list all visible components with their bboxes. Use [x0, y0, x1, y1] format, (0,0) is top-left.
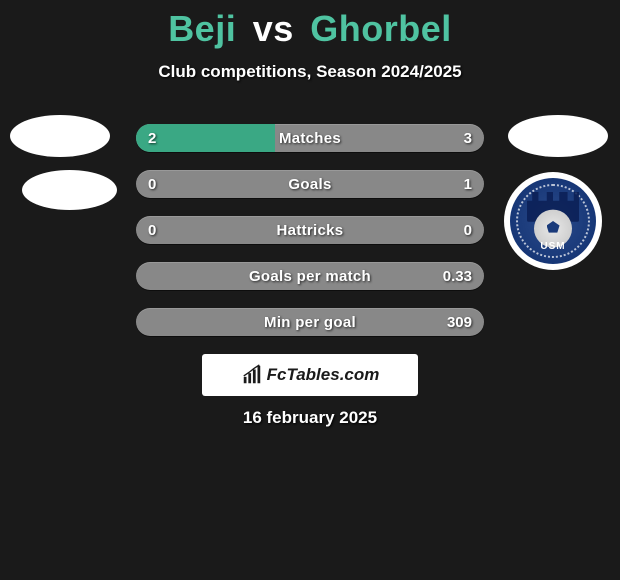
stat-value-left: 0 [148, 216, 156, 244]
stat-value-right: 0 [464, 216, 472, 244]
date-text: 16 february 2025 [0, 408, 620, 428]
stat-label: Min per goal [136, 308, 484, 336]
stat-value-right: 309 [447, 308, 472, 336]
vs-text: vs [253, 8, 294, 49]
player2-avatar-placeholder [508, 115, 608, 157]
stat-value-left: 2 [148, 124, 156, 152]
subtitle: Club competitions, Season 2024/2025 [0, 62, 620, 82]
stat-label: Goals [136, 170, 484, 198]
stat-row: Goals0 1 [136, 170, 484, 198]
watermark-text: FcTables.com [267, 365, 380, 385]
stat-value-right: 0.33 [443, 262, 472, 290]
stat-label: Matches [136, 124, 484, 152]
player2-club-badge: USM [504, 172, 602, 270]
club-badge-text: USM [510, 241, 596, 252]
stat-value-left: 0 [148, 170, 156, 198]
stat-label: Hattricks [136, 216, 484, 244]
stats-bars: Matches23Goals01Hattricks00Goals per mat… [136, 124, 484, 354]
stat-row: Hattricks0 0 [136, 216, 484, 244]
player1-avatar-placeholder [10, 115, 110, 157]
player1-club-placeholder [22, 170, 117, 210]
stat-value-right: 1 [464, 170, 472, 198]
club-badge-icon: USM [510, 178, 596, 264]
stat-row: Goals per match0.33 [136, 262, 484, 290]
stat-row: Min per goal309 [136, 308, 484, 336]
stat-row: Matches2 3 [136, 124, 484, 152]
stat-value-right: 3 [464, 124, 472, 152]
player2-name: Ghorbel [310, 8, 452, 49]
watermark: FcTables.com [202, 354, 418, 396]
player1-name: Beji [168, 8, 236, 49]
stat-label: Goals per match [136, 262, 484, 290]
page-title: Beji vs Ghorbel [0, 0, 620, 50]
chart-icon [241, 364, 263, 386]
